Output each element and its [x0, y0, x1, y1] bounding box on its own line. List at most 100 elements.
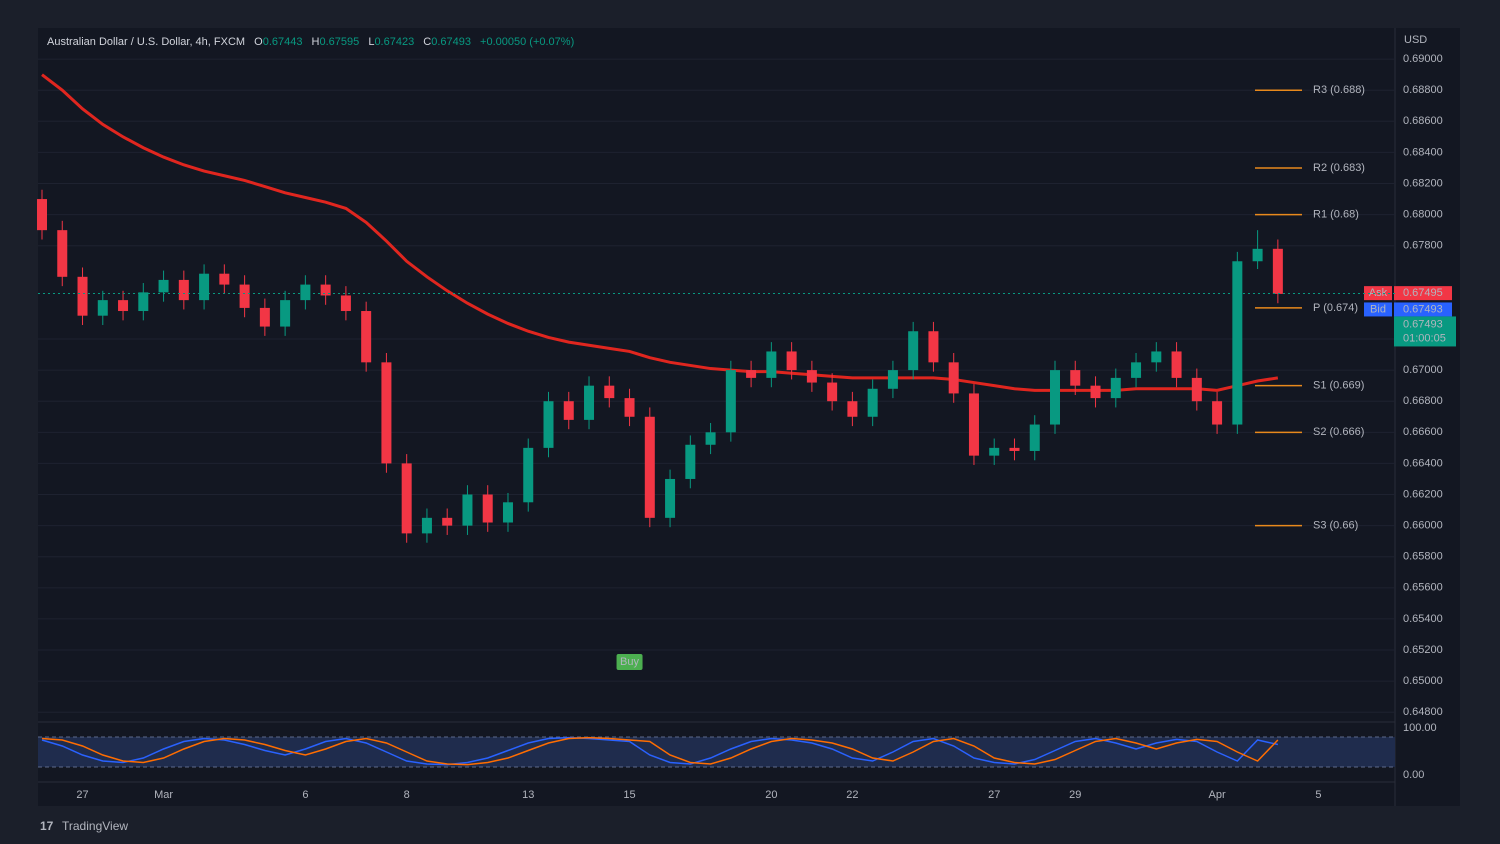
brand-logo: 17	[40, 819, 54, 833]
candle-body	[624, 398, 635, 417]
bid-badge-label: Bid	[1370, 303, 1386, 315]
candle-body	[462, 494, 473, 526]
x-tick-label: Mar	[154, 789, 173, 801]
y-tick-label: 0.66000	[1403, 520, 1443, 532]
candle-body	[968, 393, 979, 456]
h-value: 0.67595	[319, 36, 359, 48]
candle-body	[563, 401, 574, 420]
ask-badge-value: 0.67495	[1403, 287, 1443, 299]
candle-body	[118, 300, 129, 312]
header: Australian Dollar / U.S. Dollar, 4h, FXC…	[47, 36, 574, 48]
bid-badge-price	[1394, 302, 1452, 317]
y-tick-label: 0.67000	[1403, 364, 1443, 376]
last-badge	[1394, 316, 1456, 347]
candle-body	[665, 478, 676, 518]
candle-body	[1090, 385, 1101, 399]
candle-body	[77, 276, 88, 316]
candle-body	[442, 517, 453, 526]
candle-body	[259, 307, 270, 327]
candle-body	[1110, 377, 1121, 399]
candle-body	[766, 351, 777, 378]
candle-body	[57, 230, 68, 277]
buy-text: Buy	[620, 656, 639, 668]
brand: 17 TradingView	[40, 819, 128, 833]
candle-body	[1151, 351, 1162, 363]
candle-body	[746, 370, 757, 378]
oscillator-tick-label: 0.00	[1403, 769, 1424, 781]
candle-body	[1131, 362, 1142, 378]
candle-body	[1252, 248, 1263, 262]
x-tick-label: 5	[1315, 789, 1321, 801]
x-tick-label: 27	[988, 789, 1000, 801]
candle-body	[199, 273, 210, 301]
bid-badge	[1364, 302, 1392, 317]
x-tick-label: Apr	[1209, 789, 1226, 801]
last-price: 0.67493	[1403, 318, 1443, 330]
candle-body	[1171, 351, 1182, 378]
o-label: O	[254, 36, 263, 48]
pivot-label: R2 (0.683)	[1313, 162, 1365, 174]
pivot-label: R1 (0.68)	[1313, 209, 1359, 221]
pivot-label: S1 (0.669)	[1313, 380, 1364, 392]
y-tick-label: 0.65200	[1403, 644, 1443, 656]
moving-average	[41, 73, 1279, 392]
candle-body	[300, 284, 311, 301]
y-tick-label: 0.67800	[1403, 240, 1443, 252]
y-tick-label: 0.65800	[1403, 551, 1443, 563]
pivot-label: S3 (0.66)	[1313, 520, 1358, 532]
y-tick-label: 0.68600	[1403, 115, 1443, 127]
candle-body	[989, 447, 1000, 456]
ask-badge-price	[1394, 286, 1452, 301]
brand-name: TradingView	[62, 819, 128, 833]
candle-body	[685, 444, 696, 479]
y-tick-label: 0.64800	[1403, 706, 1443, 718]
candle-body	[97, 300, 108, 316]
candle-body	[1212, 401, 1223, 425]
y-tick-label: 0.68000	[1403, 209, 1443, 221]
candle-body	[928, 331, 939, 363]
y-tick-label: 0.68800	[1403, 84, 1443, 96]
candle-body	[1009, 447, 1020, 451]
y-tick-label: 0.65600	[1403, 582, 1443, 594]
candle-body	[604, 385, 615, 399]
candle-body	[543, 401, 554, 448]
o-value: 0.67443	[263, 36, 303, 48]
countdown: 01:00:05	[1403, 332, 1446, 344]
candle-body	[239, 284, 250, 308]
l-label: L	[368, 36, 374, 48]
candle-body	[725, 370, 736, 433]
x-tick-label: 29	[1069, 789, 1081, 801]
candle-body	[1232, 261, 1243, 425]
currency: USD	[1404, 34, 1427, 46]
h-label: H	[312, 36, 320, 48]
y-tick-label: 0.66800	[1403, 395, 1443, 407]
x-tick-label: 15	[623, 789, 635, 801]
oscillator-line	[41, 736, 1279, 766]
y-tick-label: 0.66400	[1403, 457, 1443, 469]
candle-body	[1070, 370, 1081, 386]
candle-body	[887, 370, 898, 389]
candle-body	[219, 273, 230, 285]
candle-body	[381, 362, 392, 464]
y-tick-label: 0.68400	[1403, 146, 1443, 158]
l-value: 0.67423	[374, 36, 414, 48]
change: +0.00050 (+0.07%)	[480, 36, 574, 48]
y-tick-label: 0.69000	[1403, 53, 1443, 65]
x-tick-label: 22	[846, 789, 858, 801]
x-tick-label: 6	[302, 789, 308, 801]
c-value: 0.67493	[431, 36, 471, 48]
x-tick-label: 13	[522, 789, 534, 801]
candle-body	[1272, 248, 1283, 294]
pivot-label: S2 (0.666)	[1313, 426, 1364, 438]
y-tick-label: 0.65400	[1403, 613, 1443, 625]
candle-body	[361, 311, 372, 363]
candle-body	[806, 370, 817, 383]
candle-body	[523, 447, 534, 503]
candle-body	[867, 388, 878, 417]
candle-body	[158, 279, 169, 293]
candle-body	[340, 295, 351, 312]
candle-body	[948, 362, 959, 394]
buy-badge	[616, 654, 643, 671]
oscillator-tick-label: 100.00	[1403, 722, 1437, 734]
x-tick-label: 20	[765, 789, 777, 801]
